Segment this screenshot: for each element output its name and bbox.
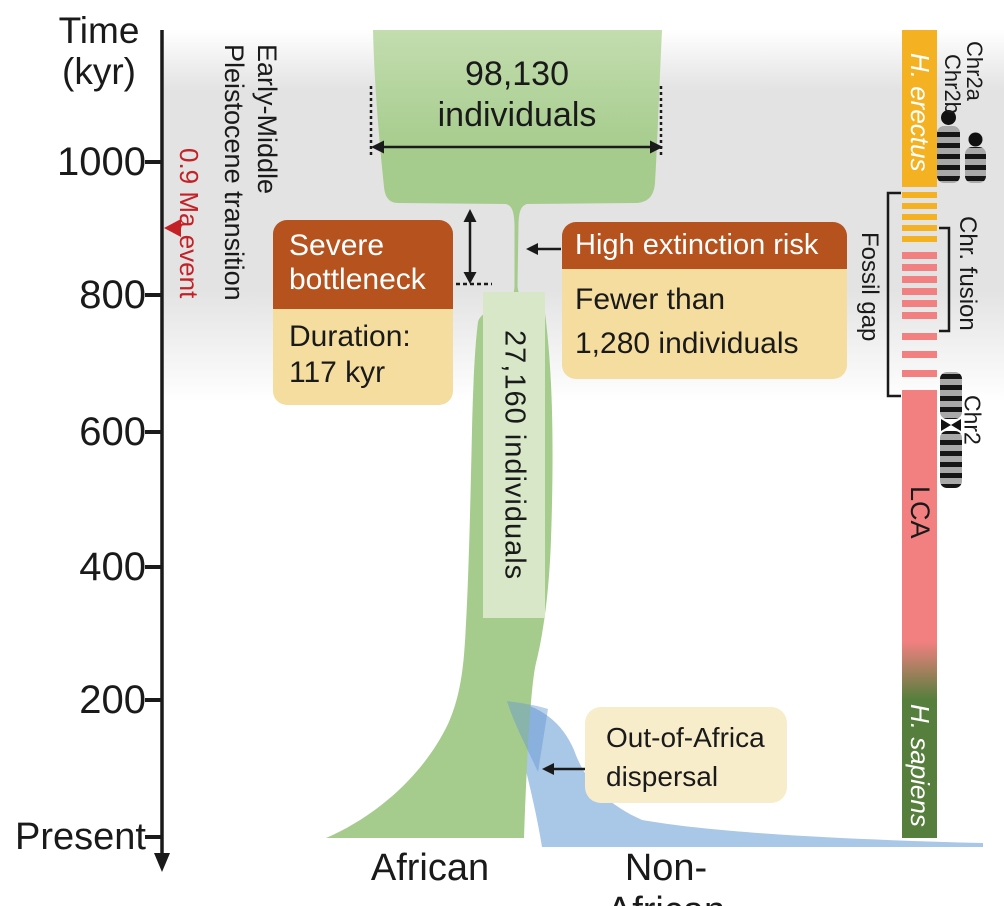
tick-label-1000: 1000: [57, 140, 146, 184]
extinction-line2: 1,280 individuals: [575, 327, 799, 360]
dispersal-line2: dispersal: [606, 761, 719, 792]
period-line1: Early-Middle: [252, 44, 282, 195]
axis-arrowhead: [154, 853, 170, 872]
flow-overlap: [507, 701, 548, 772]
chr2-text: Chr2: [959, 395, 986, 445]
dispersal-pointer-arrow: [542, 763, 586, 775]
tick-label-800: 800: [79, 273, 146, 317]
period-label: Early-Middle Pleistocene transition: [216, 44, 282, 336]
duration-line2: 117 kyr: [289, 356, 386, 389]
chr2a-ideogram: [965, 132, 986, 183]
duration-line1: Duration:: [289, 320, 411, 353]
extinction-risk-body: Fewer than 1,280 individuals: [562, 269, 847, 379]
population-before-value: 98,130: [465, 55, 569, 93]
severe-title-line1: Severe: [289, 229, 385, 262]
population-during-label: 27,160 individuals: [498, 329, 531, 581]
axis-title: Time (kyr): [46, 10, 152, 92]
lca-text: LCA: [905, 485, 935, 539]
axis-title-line1: Time: [58, 10, 140, 51]
chr2a-label: Chr2a: [961, 36, 987, 106]
non-african-flow: [507, 700, 983, 847]
chr2-ideogram: [940, 372, 962, 488]
period-line2: Pleistocene transition: [219, 44, 249, 301]
dispersal-line1: Out-of-Africa: [606, 722, 765, 753]
non-african-label: Non-African: [607, 847, 725, 906]
chr2b-ideogram: [937, 110, 960, 183]
chr2-label: Chr2: [959, 380, 986, 460]
tick-label-400: 400: [79, 545, 146, 589]
chr2b-label: Chr2b: [939, 52, 965, 116]
h-sapiens-text: H. sapiens: [905, 703, 935, 827]
h-sapiens-label: H. sapiens: [902, 690, 937, 840]
axis-title-line2: (kyr): [62, 51, 136, 92]
chr2a-text: Chr2a: [962, 41, 987, 101]
population-before-label: 98,130 individuals: [378, 54, 656, 136]
chr-fusion-bracket: [939, 226, 951, 333]
population-width-arrow: [369, 86, 663, 158]
severe-title-line2: bottleneck: [289, 263, 426, 296]
h-erectus-label: H. erectus: [902, 30, 937, 194]
tick-label-200: 200: [79, 678, 146, 722]
chr-fusion-text: Chr. fusion: [954, 215, 981, 331]
severe-bottleneck-title: Severe bottleneck: [273, 220, 453, 309]
fossil-gap-label: Fossil gap: [854, 212, 884, 362]
chr-fusion-label: Chr. fusion: [952, 203, 982, 343]
extinction-risk-title: High extinction risk: [562, 222, 847, 269]
severe-bottleneck-body: Duration: 117 kyr: [273, 309, 453, 405]
african-label: African: [370, 847, 490, 889]
severe-bottleneck-callout: Severe bottleneck Duration: 117 kyr: [273, 220, 453, 405]
extinction-risk-callout: High extinction risk Fewer than 1,280 in…: [562, 222, 847, 379]
population-during-box: 27,160 individuals: [483, 292, 545, 618]
lineage-bar: [902, 30, 937, 838]
event-marker-triangle: [164, 219, 181, 237]
h-erectus-text: H. erectus: [905, 52, 935, 172]
out-of-africa-callout: Out-of-Africa dispersal: [585, 707, 787, 803]
time-axis: [145, 30, 164, 856]
fossil-gap-text: Fossil gap: [856, 232, 883, 342]
lca-label: LCA: [902, 482, 937, 542]
event-label: 0.9 Ma event: [174, 148, 204, 299]
chr2b-text: Chr2b: [940, 54, 965, 114]
tick-label-600: 600: [79, 410, 146, 454]
population-before-unit: individuals: [437, 96, 597, 134]
bottleneck-duration-arrow: [456, 209, 492, 286]
extinction-pointer-arrow: [526, 243, 561, 255]
extinction-line1: Fewer than: [575, 283, 726, 316]
fossil-gap-bracket: [886, 191, 901, 398]
tick-label-present: Present: [15, 816, 146, 858]
